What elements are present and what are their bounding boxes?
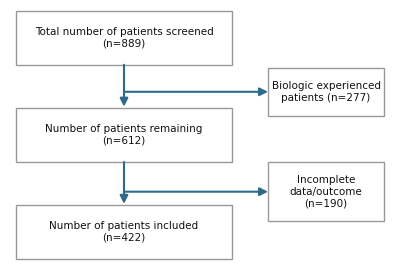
FancyBboxPatch shape — [268, 68, 384, 116]
FancyBboxPatch shape — [268, 162, 384, 221]
Text: Number of patients included
(n=422): Number of patients included (n=422) — [50, 221, 198, 243]
Text: Total number of patients screened
(n=889): Total number of patients screened (n=889… — [35, 27, 213, 49]
FancyBboxPatch shape — [16, 108, 232, 162]
Text: Incomplete
data/outcome
(n=190): Incomplete data/outcome (n=190) — [290, 175, 362, 208]
Text: Number of patients remaining
(n=612): Number of patients remaining (n=612) — [45, 124, 203, 146]
FancyBboxPatch shape — [16, 205, 232, 259]
Text: Biologic experienced
patients (n=277): Biologic experienced patients (n=277) — [272, 81, 380, 103]
FancyBboxPatch shape — [16, 11, 232, 65]
